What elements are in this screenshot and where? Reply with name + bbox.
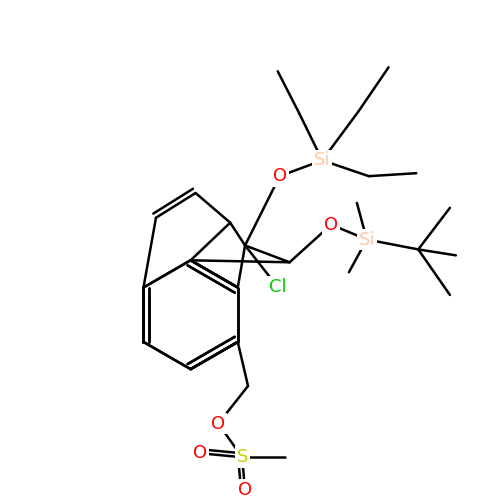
Text: Si: Si (314, 152, 330, 170)
Text: O: O (212, 414, 226, 432)
Text: O: O (272, 167, 287, 185)
Text: O: O (324, 216, 338, 234)
Text: O: O (238, 481, 252, 499)
Text: O: O (194, 444, 207, 462)
Text: Cl: Cl (269, 278, 286, 296)
Text: S: S (236, 448, 248, 466)
Text: Si: Si (358, 230, 375, 248)
